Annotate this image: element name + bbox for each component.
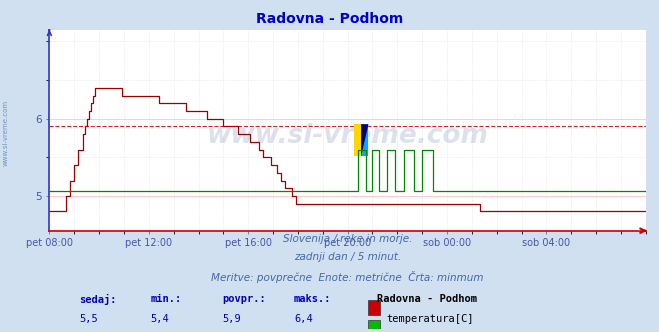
Text: www.si-vreme.com: www.si-vreme.com [2, 100, 9, 166]
Text: min.:: min.: [151, 294, 182, 304]
Text: 5,9: 5,9 [222, 314, 241, 324]
Text: maks.:: maks.: [294, 294, 331, 304]
Text: Meritve: povprečne  Enote: metrične  Črta: minmum: Meritve: povprečne Enote: metrične Črta:… [212, 271, 484, 283]
Text: Slovenija / reke in morje.: Slovenija / reke in morje. [283, 234, 413, 244]
Bar [368, 320, 380, 332]
Text: 5,4: 5,4 [151, 314, 169, 324]
Text: Radovna - Podhom: Radovna - Podhom [256, 12, 403, 26]
Text: sedaj:: sedaj: [79, 294, 117, 305]
FancyBboxPatch shape [354, 124, 368, 156]
Text: temperatura[C]: temperatura[C] [386, 314, 474, 324]
Text: povpr.:: povpr.: [222, 294, 266, 304]
Text: www.si-vreme.com: www.si-vreme.com [207, 123, 488, 149]
Text: 5,5: 5,5 [79, 314, 98, 324]
Text: zadnji dan / 5 minut.: zadnji dan / 5 minut. [294, 252, 401, 262]
Polygon shape [361, 124, 368, 156]
Text: 6,4: 6,4 [294, 314, 313, 324]
FancyBboxPatch shape [361, 124, 368, 156]
Bar [368, 300, 380, 315]
Text: Radovna - Podhom: Radovna - Podhom [378, 294, 477, 304]
